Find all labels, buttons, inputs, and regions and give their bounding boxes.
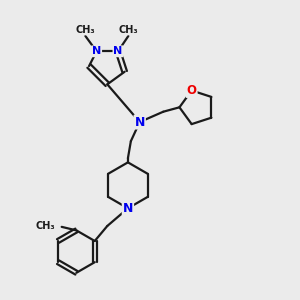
- Text: CH₃: CH₃: [118, 25, 138, 34]
- Text: N: N: [113, 46, 123, 56]
- Text: N: N: [123, 202, 133, 215]
- Text: N: N: [92, 46, 101, 56]
- Text: CH₃: CH₃: [36, 221, 55, 231]
- Text: O: O: [187, 84, 197, 97]
- Text: CH₃: CH₃: [76, 25, 95, 34]
- Text: N: N: [134, 116, 145, 128]
